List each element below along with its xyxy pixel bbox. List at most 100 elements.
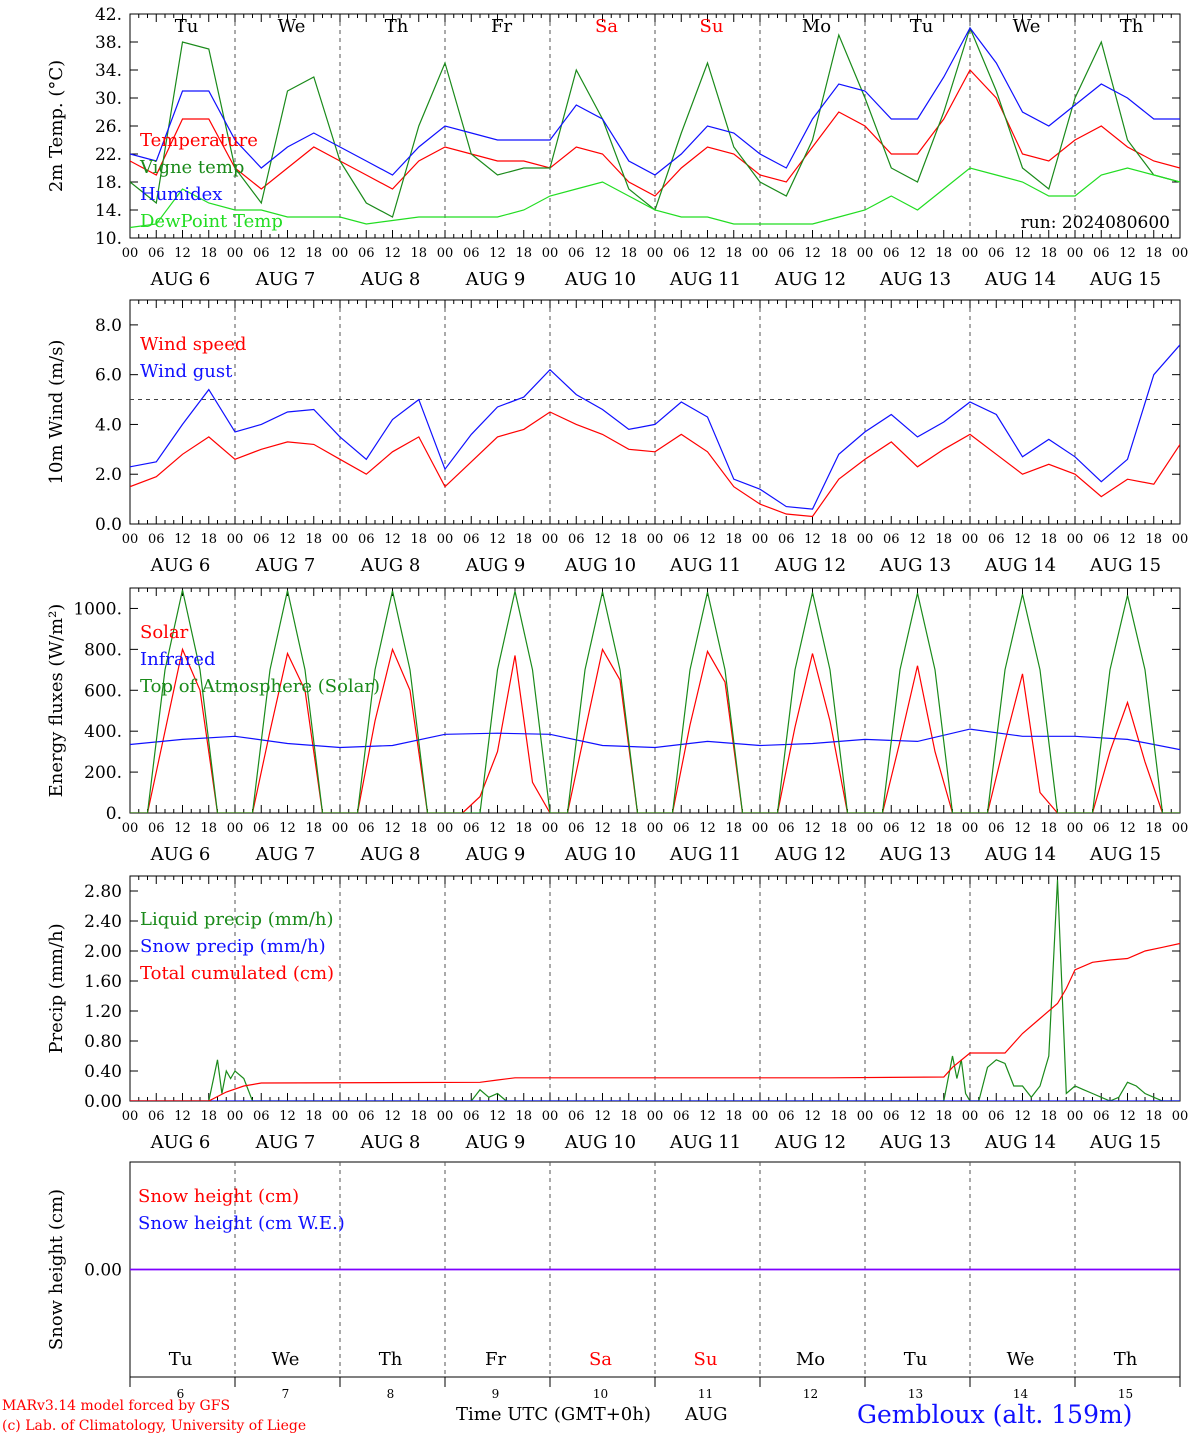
- y-tick-label: 30.: [95, 89, 122, 109]
- hour-label: 12: [1119, 532, 1136, 547]
- hour-label: 00: [332, 532, 349, 547]
- hour-label: 06: [148, 532, 165, 547]
- date-label: AUG 7: [255, 555, 316, 576]
- hour-label: 12: [909, 246, 926, 261]
- hour-label: 00: [437, 532, 454, 547]
- date-label: AUG 13: [879, 555, 951, 576]
- hour-label: 00: [227, 821, 244, 836]
- hour-label: 00: [962, 532, 979, 547]
- hour-label: 18: [1145, 532, 1162, 547]
- series-line: [130, 589, 1180, 813]
- date-label: AUG 11: [669, 1132, 741, 1153]
- y-tick-label: 6.0: [95, 366, 122, 386]
- y-tick-label: 22.: [95, 145, 122, 165]
- hour-label: 12: [384, 1109, 401, 1124]
- hour-label: 00: [332, 1109, 349, 1124]
- hour-label: 06: [463, 821, 480, 836]
- date-label: AUG 13: [879, 269, 951, 290]
- date-label: AUG 9: [465, 555, 526, 576]
- hour-label: 00: [437, 1109, 454, 1124]
- lab-credit: (c) Lab. of Climatology, University of L…: [2, 1418, 307, 1434]
- hour-label: 12: [1014, 246, 1031, 261]
- y-tick-label: 14.: [95, 201, 122, 221]
- hour-label: 12: [594, 821, 611, 836]
- legend-entry: Wind speed: [140, 334, 246, 355]
- hour-label: 18: [620, 532, 637, 547]
- date-label: AUG 10: [564, 1132, 636, 1153]
- panel-3: 0. 200. 400. 600. 800. 1000. Energy fluxes (W/…: [46, 587, 1188, 865]
- hour-label: 12: [804, 532, 821, 547]
- day-name: Tu: [910, 16, 934, 37]
- hour-label: 00: [542, 532, 559, 547]
- y-axis-label: Precip (mm/h): [46, 923, 67, 1053]
- hour-label: 12: [1014, 532, 1031, 547]
- day-number: 15: [1118, 1387, 1133, 1401]
- legend-entry: Total cumulated (cm): [140, 963, 334, 984]
- hour-label: 00: [437, 246, 454, 261]
- hour-label: 00: [1067, 246, 1084, 261]
- hour-label: 12: [489, 532, 506, 547]
- date-label: AUG 14: [984, 1132, 1056, 1153]
- hour-label: 12: [384, 246, 401, 261]
- hour-label: 12: [594, 1109, 611, 1124]
- hour-label: 18: [200, 821, 217, 836]
- hour-label: 12: [174, 246, 191, 261]
- date-label: AUG 8: [360, 1132, 421, 1153]
- day-name: Fr: [485, 1349, 506, 1370]
- hour-label: 12: [174, 532, 191, 547]
- date-label: AUG 8: [360, 269, 421, 290]
- hour-label: 06: [463, 532, 480, 547]
- hour-label: 18: [935, 1109, 952, 1124]
- hour-label: 12: [1014, 1109, 1031, 1124]
- hour-label: 06: [358, 246, 375, 261]
- hour-label: 06: [883, 246, 900, 261]
- legend-entry: Infrared: [140, 649, 215, 670]
- hour-label: 18: [1145, 246, 1162, 261]
- y-tick-label: 0.40: [84, 1062, 122, 1082]
- hour-label: 12: [174, 821, 191, 836]
- date-label: AUG 12: [774, 269, 846, 290]
- hour-label: 18: [620, 821, 637, 836]
- hour-label: 06: [883, 532, 900, 547]
- date-label: AUG 12: [774, 555, 846, 576]
- hour-label: 18: [830, 1109, 847, 1124]
- date-label: AUG 8: [360, 844, 421, 865]
- date-label: AUG 14: [984, 844, 1056, 865]
- date-label: AUG 11: [669, 555, 741, 576]
- day-number: 12: [803, 1387, 818, 1401]
- hour-label: 06: [988, 246, 1005, 261]
- hour-label: 00: [857, 532, 874, 547]
- hour-label: 12: [279, 532, 296, 547]
- date-label: AUG 9: [465, 269, 526, 290]
- y-tick-label: 2.40: [84, 912, 122, 932]
- y-tick-label: 1000.: [73, 599, 122, 619]
- series-line: [130, 411, 1180, 518]
- y-tick-label: 42.: [95, 5, 122, 25]
- hour-label: 12: [279, 1109, 296, 1124]
- y-tick-label: 18.: [95, 173, 122, 193]
- date-label: AUG 9: [465, 1132, 526, 1153]
- hour-label: 18: [200, 1109, 217, 1124]
- hour-label: 18: [515, 1109, 532, 1124]
- hour-label: 00: [752, 821, 769, 836]
- hour-label: 00: [647, 1109, 664, 1124]
- series-line: [130, 344, 1180, 510]
- hour-label: 12: [384, 532, 401, 547]
- legend-entry: Solar: [140, 622, 189, 643]
- y-tick-label: 400.: [84, 722, 122, 742]
- day-name: We: [1007, 1349, 1035, 1370]
- hour-label: 06: [673, 532, 690, 547]
- hour-label: 18: [725, 532, 742, 547]
- time-axis-title: Time UTC (GMT+0h): [456, 1404, 651, 1425]
- legend-entry: Snow precip (mm/h): [140, 936, 326, 957]
- hour-label: 06: [883, 821, 900, 836]
- day-name: We: [278, 16, 306, 37]
- date-label: AUG 15: [1089, 269, 1161, 290]
- hour-label: 18: [830, 821, 847, 836]
- hour-label: 18: [305, 1109, 322, 1124]
- series-line: [130, 647, 1180, 813]
- y-tick-label: 1.60: [84, 972, 122, 992]
- hour-label: 00: [122, 821, 139, 836]
- hour-label: 18: [410, 246, 427, 261]
- hour-label: 06: [253, 821, 270, 836]
